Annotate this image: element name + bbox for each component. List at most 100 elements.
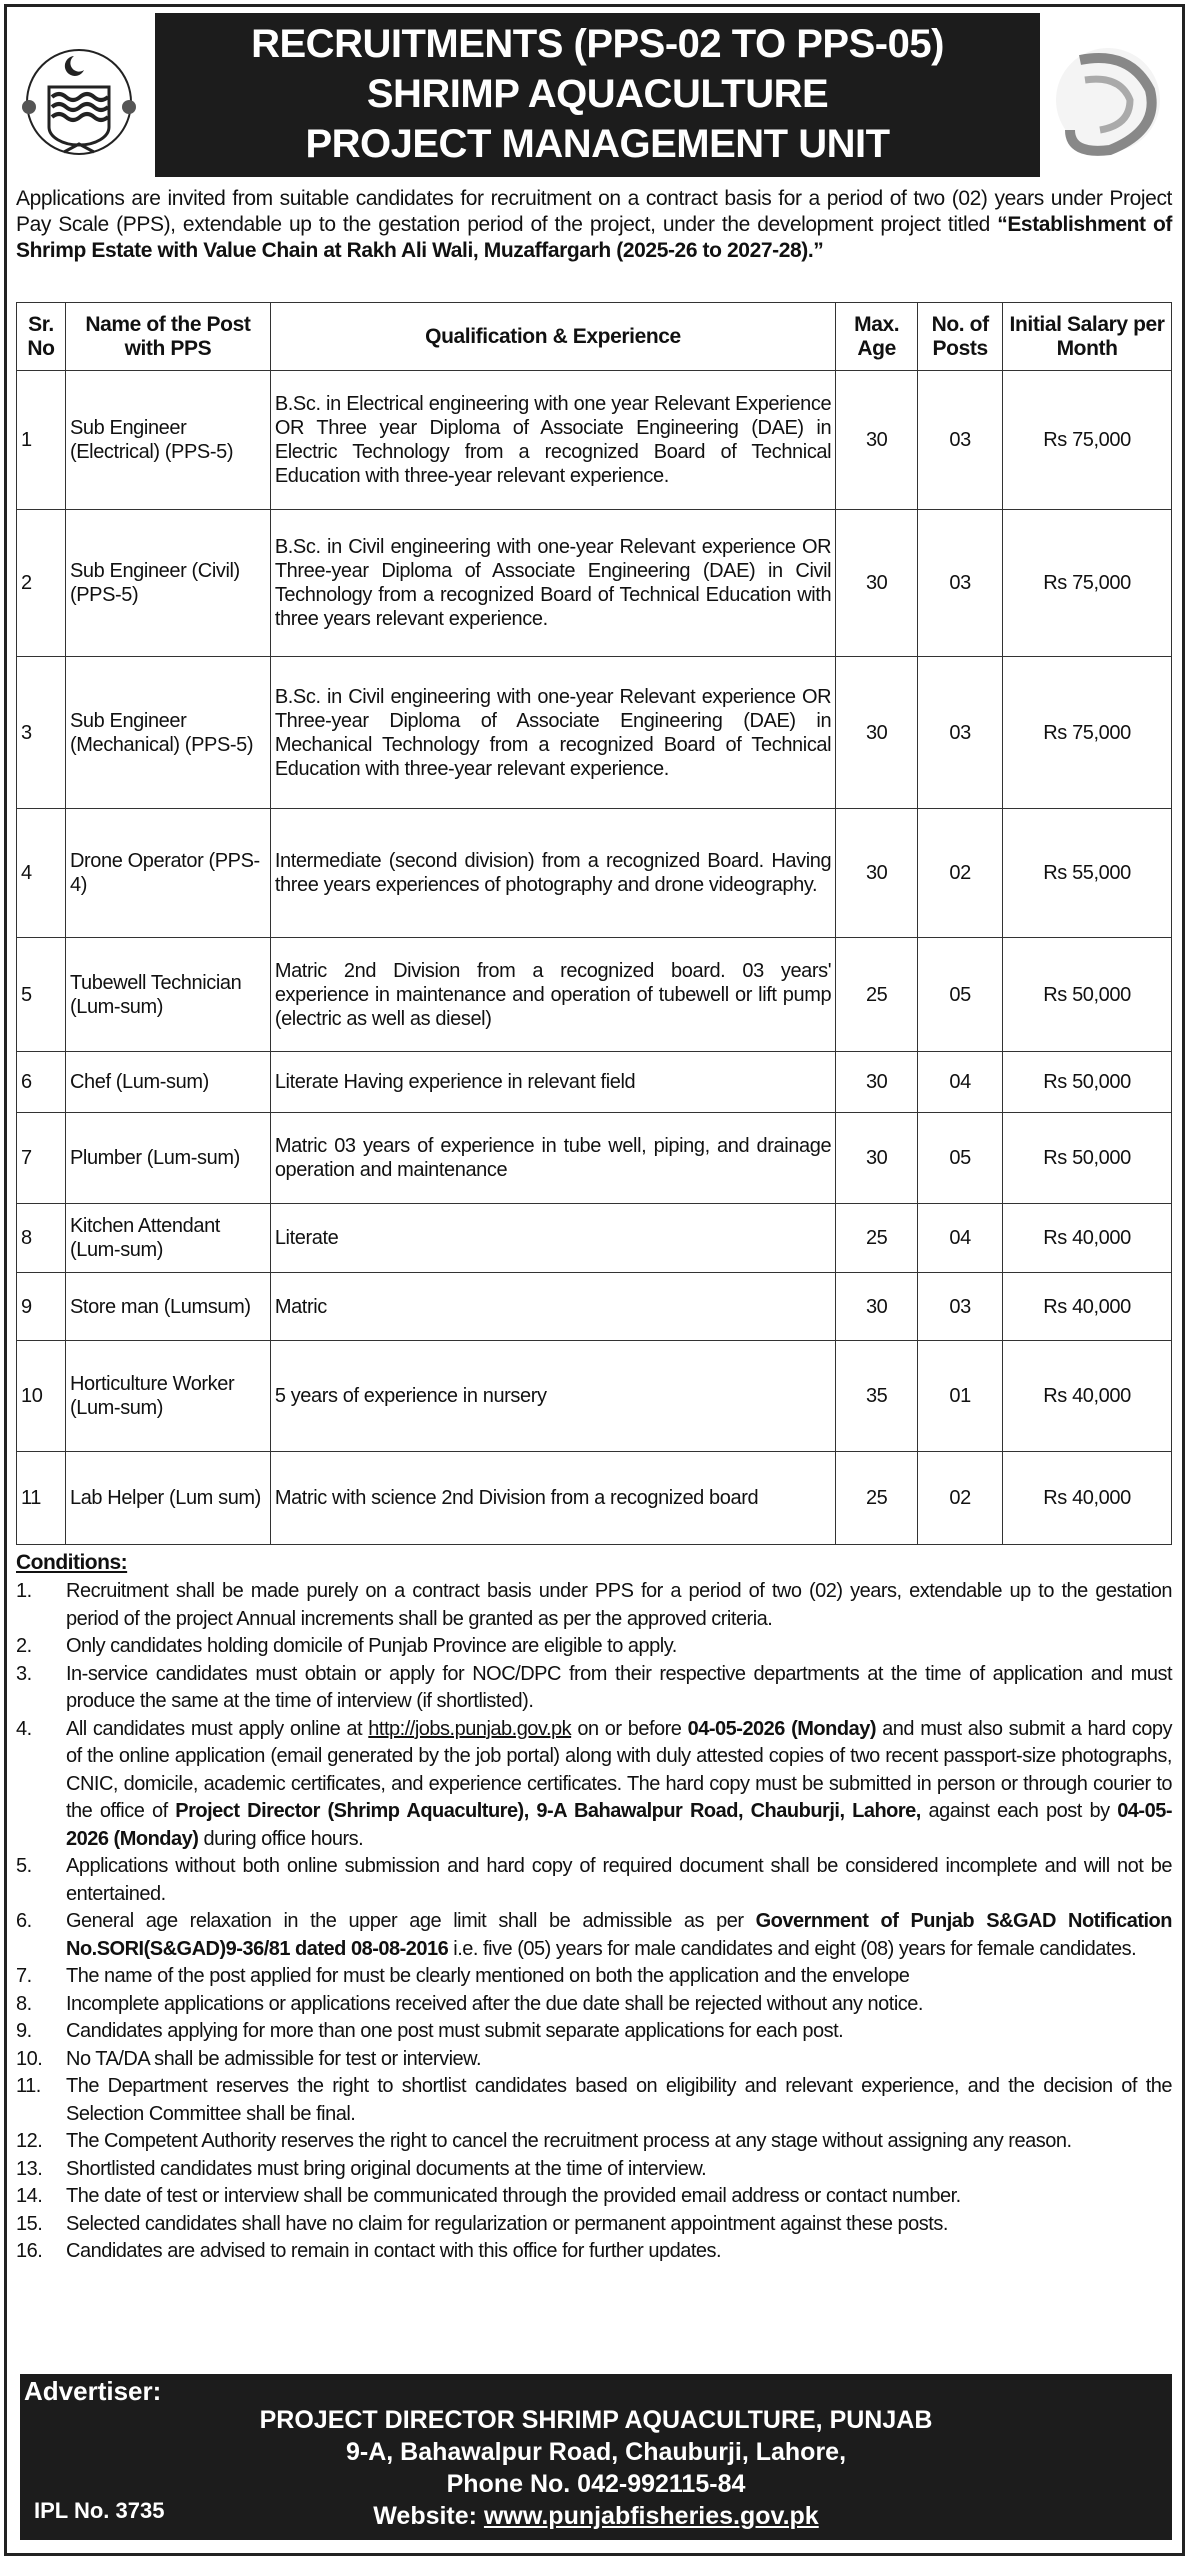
max-age-cell: 30 xyxy=(835,1051,919,1113)
condition-item: 9. Candidates applying for more than one … xyxy=(16,2018,1172,2046)
condition-number: 3. xyxy=(16,1662,32,1685)
qualification-cell: Matric with science 2nd Division from a … xyxy=(269,1451,837,1545)
condition-text-part: No TA/DA shall be admissible for test or… xyxy=(66,2047,482,2070)
condition-text-part: Shortlisted candidates must bring origin… xyxy=(66,2157,707,2180)
condition-text-part: In-service candidates must obtain or app… xyxy=(66,1662,1173,1713)
condition-text: Selected candidates shall have no claim … xyxy=(66,2211,1172,2239)
conditions-heading: Conditions: xyxy=(16,1551,128,1574)
qualification-cell: Literate xyxy=(269,1203,837,1273)
condition-item: 11. The Department reserves the right to … xyxy=(16,2073,1173,2128)
header-post: Name of the Post with PPS xyxy=(64,302,271,371)
salary-cell: Rs 50,000 xyxy=(1002,1051,1172,1113)
max-age-cell: 30 xyxy=(835,656,919,809)
condition-text: Candidates applying for more than one po… xyxy=(66,2018,1172,2046)
condition-text-part: Applications without both online submiss… xyxy=(66,1855,1173,1905)
condition-number: 15. xyxy=(16,2212,43,2235)
condition-bold-text: 04-05-2026 (Monday) xyxy=(687,1717,877,1740)
condition-text: All candidates must apply online at http… xyxy=(66,1716,1173,1854)
condition-item: 3. In-service candidates must obtain or a… xyxy=(16,1661,1173,1716)
condition-text-part: against each post by xyxy=(920,1800,1118,1822)
condition-number: 4. xyxy=(16,1717,32,1740)
ipl-number: IPL No. 3735 xyxy=(34,2498,165,2523)
qualification-cell: 5 years of experience in nursery xyxy=(269,1340,837,1452)
table-row: 2 Sub Engineer (Civil) (PPS-5) B.Sc. in Ci… xyxy=(16,509,1172,657)
condition-item: 5. Applications without both online submi… xyxy=(16,1853,1173,1908)
condition-number: 5. xyxy=(16,1855,32,1877)
post-name-cell: Tubewell Technician (Lum-sum) xyxy=(64,937,271,1052)
advertiser-name: PROJECT DIRECTOR SHRIMP AQUACULTURE, PUN… xyxy=(259,2406,933,2434)
header-sr-no: Sr. No xyxy=(16,302,66,371)
condition-text-part: Selected candidates shall have no claim … xyxy=(66,2212,948,2235)
salary-cell: Rs 40,000 xyxy=(1002,1451,1172,1545)
advertiser-address: 9-A, Bahawalpur Road, Chauburji, Lahore, xyxy=(345,2438,847,2466)
condition-bold-text: Project Director (Shrimp Aquaculture), 9… xyxy=(175,1800,921,1822)
advertiser-banner: Advertiser: PROJECT DIRECTOR SHRIMP AQUA… xyxy=(20,2374,1172,2540)
header-qualification: Qualification & Experience xyxy=(269,302,837,371)
condition-text-part: The date of test or interview shall be c… xyxy=(66,2185,961,2207)
condition-text-part: Incomplete applications or applications … xyxy=(66,1992,923,2015)
website-link[interactable]: www.punjabfisheries.gov.pk xyxy=(483,2502,819,2530)
condition-text: Only candidates holding domicile of Punj… xyxy=(66,1633,1172,1661)
max-age-cell: 25 xyxy=(835,937,919,1052)
condition-number: 6. xyxy=(16,1910,32,1932)
condition-number: 8. xyxy=(16,1992,32,2015)
sr-no-cell: 5 xyxy=(16,937,66,1052)
sr-no-cell: 4 xyxy=(16,808,66,938)
condition-item: 1. Recruitment shall be made purely on a … xyxy=(16,1578,1173,1633)
condition-item: 4. All candidates must apply online at ht… xyxy=(16,1716,1173,1854)
website-label: Website: xyxy=(373,2502,484,2530)
condition-text: Candidates are advised to remain in cont… xyxy=(66,2238,1172,2266)
post-name-cell: Store man (Lumsum) xyxy=(64,1272,271,1341)
sr-no-cell: 7 xyxy=(16,1112,66,1204)
condition-number: 9. xyxy=(16,2020,32,2042)
condition-text: Shortlisted candidates must bring origin… xyxy=(66,2156,1172,2184)
table-row: 6 Chef (Lum-sum) Literate Having experienc… xyxy=(16,1051,1172,1113)
table-row: 5 Tubewell Technician (Lum-sum) Matric 2nd… xyxy=(16,937,1172,1052)
salary-cell: Rs 55,000 xyxy=(1002,808,1172,938)
table-row: 9 Store man (Lumsum) Matric 30 03 Rs 40,000 xyxy=(16,1272,1172,1341)
table-row: 4 Drone Operator (PPS-4) Intermediate (sec… xyxy=(16,808,1172,938)
title-line-2: SHRIMP AQUACULTURE xyxy=(366,72,829,116)
condition-text: The name of the post applied for must be… xyxy=(66,1963,1172,1991)
posts-count-cell: 03 xyxy=(917,1272,1004,1341)
advertiser-phone: Phone No. 042-992115-84 xyxy=(446,2470,746,2498)
post-name-cell: Sub Engineer (Civil) (PPS-5) xyxy=(64,509,271,657)
project-title: “Establishment of Shrimp Estate with Val… xyxy=(16,213,1172,262)
condition-number: 2. xyxy=(16,1635,32,1657)
advertiser-label: Advertiser: xyxy=(24,2376,162,2406)
condition-text: Incomplete applications or applications … xyxy=(66,1991,1172,2019)
post-name-cell: Sub Engineer (Mechanical) (PPS-5) xyxy=(64,656,271,809)
salary-cell: Rs 75,000 xyxy=(1002,656,1172,809)
condition-text-part: Candidates are advised to remain in cont… xyxy=(66,2240,722,2262)
sr-no-cell: 8 xyxy=(16,1203,66,1273)
condition-number: 11. xyxy=(16,2075,41,2097)
header-salary: Initial Salary per Month xyxy=(1002,302,1172,371)
qualification-cell: Literate Having experience in relevant f… xyxy=(269,1051,837,1113)
apply-online-link[interactable]: http://jobs.punjab.gov.pk xyxy=(368,1717,572,1740)
salary-cell: Rs 50,000 xyxy=(1002,937,1172,1052)
qualification-cell: Matric 03 years of experience in tube we… xyxy=(269,1112,837,1204)
posts-count-cell: 04 xyxy=(917,1051,1004,1113)
condition-text: The Department reserves the right to sho… xyxy=(66,2073,1173,2128)
condition-text-part: Candidates applying for more than one po… xyxy=(66,2020,844,2042)
sr-no-cell: 3 xyxy=(16,656,66,809)
posts-count-cell: 03 xyxy=(917,370,1004,510)
salary-cell: Rs 50,000 xyxy=(1002,1112,1172,1204)
max-age-cell: 35 xyxy=(835,1340,919,1452)
title-banner: RECRUITMENTS (PPS-02 TO PPS-05) SHRIMP A… xyxy=(155,13,1040,177)
condition-text: Applications without both online submiss… xyxy=(66,1853,1173,1908)
condition-item: 14. The date of test or interview shall b… xyxy=(16,2183,1172,2211)
table-row: 8 Kitchen Attendant (Lum-sum) Literate 25 04… xyxy=(16,1203,1172,1273)
condition-number: 16. xyxy=(16,2240,43,2262)
sr-no-cell: 11 xyxy=(16,1451,66,1545)
conditions-section: Conditions: 1. Recruitment shall be made … xyxy=(16,1548,1173,2266)
condition-text-part: during office hours. xyxy=(198,1827,364,1850)
condition-item: 16. Candidates are advised to remain in c… xyxy=(16,2238,1172,2266)
posts-count-cell: 01 xyxy=(917,1340,1004,1452)
qualification-cell: Matric 2nd Division from a recognized bo… xyxy=(269,937,837,1052)
condition-text-part: The Competent Authority reserves the rig… xyxy=(66,2130,1072,2152)
condition-text: Recruitment shall be made purely on a co… xyxy=(66,1578,1173,1633)
sr-no-cell: 10 xyxy=(16,1340,66,1452)
condition-text-part: All candidates must apply online at xyxy=(66,1717,369,1740)
posts-count-cell: 04 xyxy=(917,1203,1004,1273)
